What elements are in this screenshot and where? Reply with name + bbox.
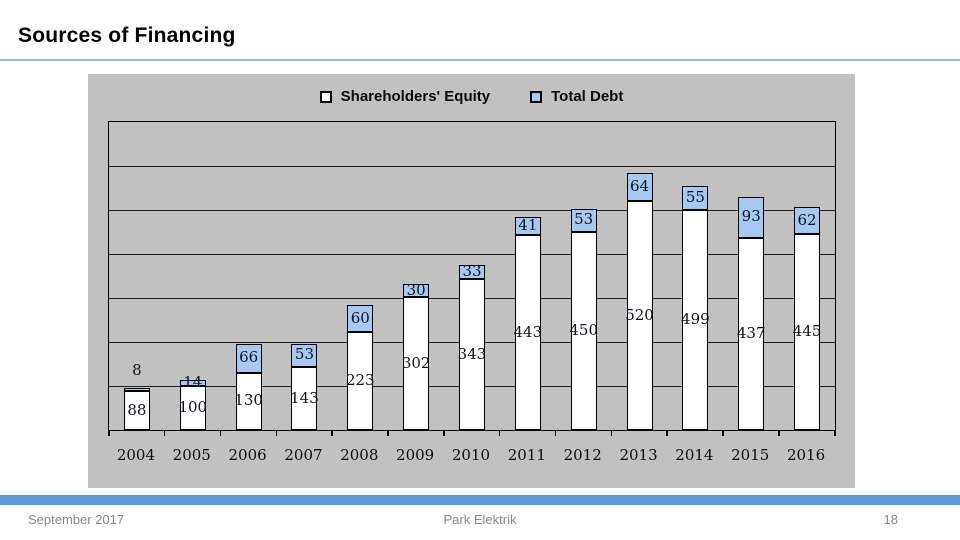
x-axis-tick — [275, 430, 278, 436]
bar-segment-equity — [738, 237, 765, 430]
data-label-equity: 302 — [401, 353, 431, 372]
data-label-debt: 33 — [462, 261, 482, 280]
data-label-equity: 100 — [178, 398, 208, 416]
legend-label-equity: Shareholders' Equity — [340, 88, 491, 105]
bar-segment-equity — [235, 372, 262, 430]
x-axis-label: 2011 — [507, 446, 546, 464]
bar-segment-equity — [123, 391, 150, 430]
bar-segment-debt — [682, 186, 709, 211]
debt-swatch-icon — [530, 90, 543, 103]
bar-segment-equity — [514, 235, 541, 430]
data-label-debt: 62 — [797, 210, 817, 229]
chart: Shareholders' Equity Total Debt 88 8 100 14… — [88, 74, 855, 488]
x-axis-tick — [331, 430, 333, 436]
x-axis-tick — [778, 430, 780, 436]
gridline — [109, 254, 835, 255]
chart-legend: Shareholders' Equity Total Debt — [88, 88, 855, 105]
x-axis-label: 2016 — [786, 446, 826, 464]
data-label-equity: 343 — [457, 344, 487, 363]
x-axis-label: 2004 — [116, 446, 156, 464]
bar-segment-debt — [403, 283, 430, 298]
data-label-equity: 88 — [127, 400, 147, 419]
x-axis-tick — [387, 430, 389, 436]
bar-segment-debt — [347, 305, 374, 332]
data-label-equity: 143 — [290, 388, 319, 407]
x-axis-label: 2005 — [172, 446, 211, 464]
page-number: 18 — [883, 512, 898, 527]
x-axis-label: 2015 — [731, 446, 770, 464]
gridline — [109, 210, 835, 211]
bar-segment-debt — [514, 217, 541, 236]
legend-item-equity: Shareholders' Equity — [319, 88, 491, 105]
bar-segment-equity — [403, 297, 430, 430]
legend-item-debt: Total Debt — [530, 88, 623, 105]
data-label-debt: 53 — [294, 345, 314, 364]
x-axis-label: 2007 — [284, 446, 323, 464]
data-label-debt: 55 — [685, 188, 705, 207]
x-axis-tick — [108, 430, 110, 436]
data-label-debt: 30 — [406, 280, 426, 299]
bar-segment-equity — [682, 210, 709, 430]
data-label-equity: 445 — [792, 322, 822, 341]
bar-segment-equity — [179, 386, 206, 430]
bar-segment-debt — [459, 264, 485, 280]
bar-segment-equity — [347, 331, 374, 430]
x-axis-label: 2009 — [396, 446, 435, 464]
x-axis-tick — [834, 430, 836, 436]
bar-segment-equity — [626, 201, 653, 430]
data-label-debt: 53 — [574, 210, 594, 229]
x-axis-tick — [443, 430, 445, 436]
data-label-equity: 130 — [234, 391, 263, 410]
bar-segment-debt — [794, 206, 821, 235]
x-axis-label: 2006 — [228, 446, 267, 464]
x-axis-label: 2012 — [563, 446, 602, 464]
x-axis-tick — [722, 430, 724, 436]
page-title: Sources of Financing — [18, 24, 236, 47]
equity-swatch-icon — [319, 90, 332, 103]
data-label-equity: 223 — [345, 370, 375, 389]
x-axis-label: 2014 — [675, 446, 714, 464]
footer-date: September 2017 — [28, 512, 125, 527]
data-label-debt: 64 — [629, 177, 650, 196]
x-axis-label: 2013 — [619, 446, 658, 464]
data-label-equity: 499 — [681, 310, 710, 329]
x-axis-tick — [219, 430, 222, 436]
data-label-debt: 8 — [132, 360, 142, 379]
bar-segment-debt — [179, 379, 206, 386]
data-label-equity: 437 — [736, 323, 766, 342]
gridline — [109, 166, 835, 167]
footer: September 2017 Park Elektrik 18 — [0, 512, 960, 532]
bar-segment-debt — [738, 196, 765, 238]
data-label-equity: 520 — [625, 305, 654, 324]
data-label-debt: 41 — [518, 216, 538, 235]
x-axis-label: 2008 — [340, 446, 379, 464]
x-axis-tick — [610, 430, 613, 436]
legend-label-debt: Total Debt — [551, 88, 624, 105]
title-divider — [0, 59, 960, 61]
data-label-equity: 443 — [513, 322, 543, 341]
x-axis-tick — [498, 430, 501, 436]
footer-company: Park Elektrik — [443, 512, 517, 527]
data-label-equity: 450 — [569, 321, 598, 339]
bar-segment-debt — [291, 343, 318, 368]
data-label-debt: 60 — [350, 308, 370, 327]
bar-segment-equity — [459, 279, 485, 430]
x-axis-tick — [666, 430, 668, 436]
data-label-debt: 14 — [183, 372, 203, 391]
bar-segment-equity — [570, 232, 597, 430]
bar-segment-debt — [123, 387, 150, 392]
footer-accent-bar — [0, 495, 960, 505]
bar-segment-debt — [626, 173, 653, 202]
x-axis-tick — [554, 430, 557, 436]
x-axis-label: 2010 — [451, 446, 491, 464]
bar-segment-equity — [794, 234, 821, 430]
data-label-debt: 66 — [239, 348, 259, 367]
plot-area: 88 8 100 14 130 66 143 53 223 60 302 30 343 33 443 41 45… — [108, 121, 836, 431]
data-label-debt: 93 — [741, 207, 761, 226]
bar-segment-debt — [235, 343, 262, 373]
bar-segment-debt — [570, 208, 597, 232]
bar-segment-equity — [291, 367, 318, 430]
x-axis-tick — [163, 430, 166, 436]
